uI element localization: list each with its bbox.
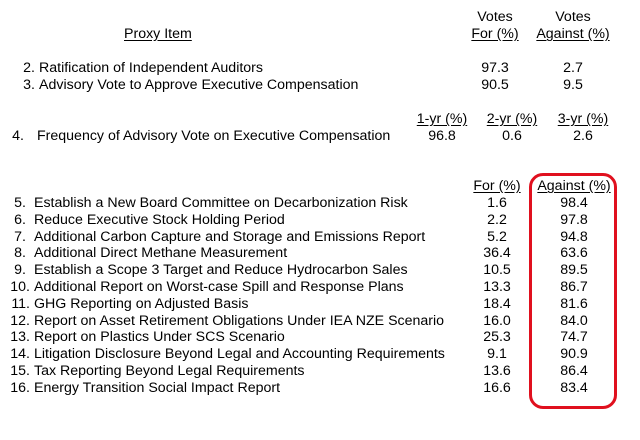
item-for-value: 16.0 <box>483 313 511 329</box>
item-label: Litigation Disclosure Beyond Legal and A… <box>34 346 445 362</box>
item-label: Advisory Vote to Approve Executive Compe… <box>39 77 359 93</box>
shareholder-for-header: For (%) <box>473 178 521 194</box>
item-for-value: 25.3 <box>483 329 511 345</box>
item-label: Establish a New Board Committee on Decar… <box>34 195 408 211</box>
item-against-value: 94.8 <box>560 229 588 245</box>
shareholder-against-header: Against (%) <box>537 178 611 194</box>
item-number: 3. <box>23 77 35 93</box>
freq-3yr-header: 3-yr (%) <box>557 111 609 127</box>
item-for-value: 9.1 <box>487 346 507 362</box>
item-number: 2. <box>23 60 35 76</box>
item-against-value: 90.9 <box>560 346 588 362</box>
item-number: 15. <box>10 363 30 379</box>
item-for-value: 90.5 <box>481 77 509 93</box>
item-for-value: 1.6 <box>487 195 507 211</box>
item-label: Establish a Scope 3 Target and Reduce Hy… <box>34 262 408 278</box>
item-label: Additional Direct Methane Measurement <box>34 245 288 261</box>
item-against-value: 81.6 <box>560 296 588 312</box>
item-label: Additional Report on Worst-case Spill an… <box>34 279 404 295</box>
item-number: 12. <box>10 313 30 329</box>
item-for-value: 10.5 <box>483 262 511 278</box>
proxy-item-header: Proxy Item <box>124 26 192 42</box>
item-against-value: 9.5 <box>563 77 583 93</box>
item-label: Report on Plastics Under SCS Scenario <box>34 329 285 345</box>
freq-2yr-header: 2-yr (%) <box>486 111 538 127</box>
item-against-value: 2.7 <box>563 60 583 76</box>
item-number: 14. <box>10 346 30 362</box>
freq-3yr-value: 2.6 <box>573 128 593 144</box>
item-number: 13. <box>10 329 30 345</box>
item-label: Tax Reporting Beyond Legal Requirements <box>34 363 305 379</box>
item-number: 6. <box>14 212 26 228</box>
item-number: 11. <box>11 296 30 312</box>
item-label: Additional Carbon Capture and Storage an… <box>34 229 426 245</box>
item-for-value: 36.4 <box>483 245 511 261</box>
item-for-value: 2.2 <box>487 212 507 228</box>
item-for-value: 13.6 <box>483 363 511 379</box>
item-for-value: 97.3 <box>481 60 509 76</box>
votes-against-header-line1: Votes <box>555 9 591 25</box>
item-label: GHG Reporting on Adjusted Basis <box>34 296 249 312</box>
freq-1yr-header: 1-yr (%) <box>416 111 468 127</box>
item-for-value: 16.6 <box>483 380 511 396</box>
item-against-value: 86.4 <box>560 363 588 379</box>
item-label: Energy Transition Social Impact Report <box>34 380 281 396</box>
item-against-value: 63.6 <box>560 245 588 261</box>
item-number: 5. <box>14 195 26 211</box>
item-against-value: 83.4 <box>560 380 588 396</box>
item-against-value: 84.0 <box>560 313 588 329</box>
item-against-value: 74.7 <box>560 329 588 345</box>
item-number: 4. <box>12 128 24 144</box>
item-number: 8. <box>14 245 26 261</box>
freq-1yr-value: 96.8 <box>428 128 456 144</box>
freq-2yr-value: 0.6 <box>502 128 522 144</box>
item-for-value: 13.3 <box>483 279 511 295</box>
item-number: 9. <box>14 262 26 278</box>
item-against-value: 98.4 <box>560 195 588 211</box>
votes-for-header-line1: Votes <box>477 9 513 25</box>
item-label: Frequency of Advisory Vote on Executive … <box>37 128 391 144</box>
item-for-value: 18.4 <box>483 296 511 312</box>
votes-against-header-line2: Against (%) <box>536 26 610 42</box>
item-label: Ratification of Independent Auditors <box>39 60 263 76</box>
against-column-highlight <box>529 173 617 409</box>
item-number: 16. <box>10 380 30 396</box>
item-against-value: 89.5 <box>560 262 588 278</box>
item-number: 10. <box>10 279 30 295</box>
item-number: 7. <box>14 229 26 245</box>
item-label: Reduce Executive Stock Holding Period <box>34 212 285 228</box>
item-for-value: 5.2 <box>487 229 507 245</box>
item-label: Report on Asset Retirement Obligations U… <box>34 313 445 329</box>
item-against-value: 97.8 <box>560 212 588 228</box>
item-against-value: 86.7 <box>560 279 588 295</box>
votes-for-header-line2: For (%) <box>471 26 519 42</box>
